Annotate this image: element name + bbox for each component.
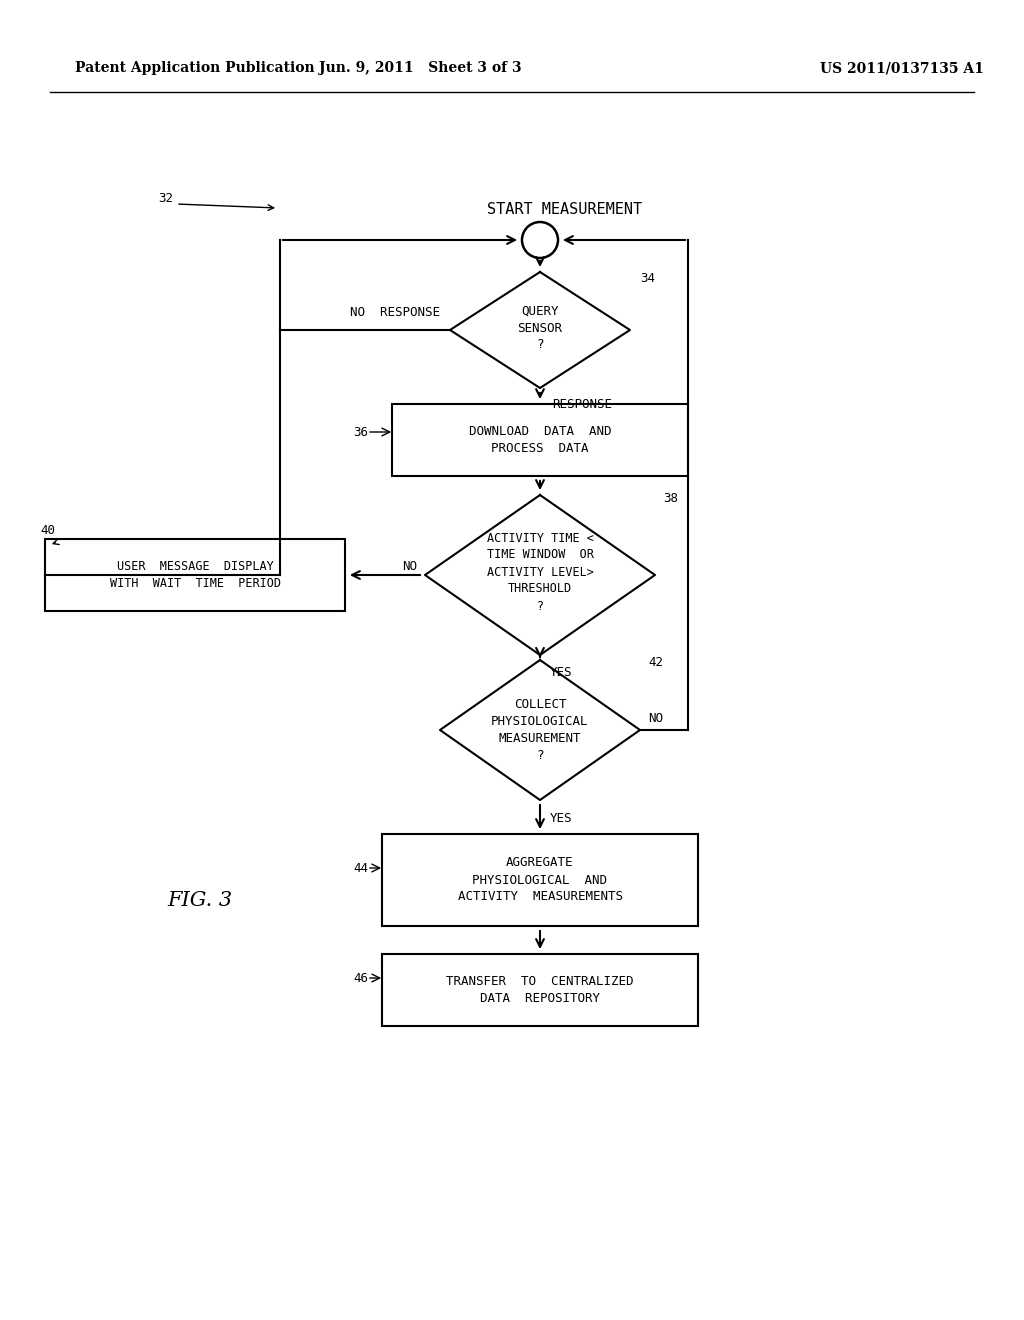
Bar (382, 954, 698, 1026)
Text: YES: YES (550, 812, 572, 825)
Text: DOWNLOAD  DATA  AND
PROCESS  DATA: DOWNLOAD DATA AND PROCESS DATA (469, 425, 611, 455)
Text: US 2011/0137135 A1: US 2011/0137135 A1 (820, 61, 984, 75)
Text: 42: 42 (648, 656, 663, 668)
Text: FIG. 3: FIG. 3 (168, 891, 232, 909)
Text: USER  MESSAGE  DISPLAY
WITH  WAIT  TIME  PERIOD: USER MESSAGE DISPLAY WITH WAIT TIME PERI… (110, 560, 281, 590)
Text: COLLECT
PHYSIOLOGICAL
MEASUREMENT
?: COLLECT PHYSIOLOGICAL MEASUREMENT ? (492, 698, 589, 762)
Text: 32: 32 (158, 191, 173, 205)
Text: NO: NO (402, 561, 417, 573)
Text: 40: 40 (40, 524, 55, 536)
Text: TRANSFER  TO  CENTRALIZED
DATA  REPOSITORY: TRANSFER TO CENTRALIZED DATA REPOSITORY (446, 975, 634, 1005)
Text: QUERY
SENSOR
?: QUERY SENSOR ? (517, 305, 562, 351)
Text: YES: YES (550, 667, 572, 680)
Bar (45, 539, 345, 611)
Bar (382, 834, 698, 927)
Text: RESPONSE: RESPONSE (552, 397, 612, 411)
Text: AGGREGATE
PHYSIOLOGICAL  AND
ACTIVITY  MEASUREMENTS: AGGREGATE PHYSIOLOGICAL AND ACTIVITY MEA… (458, 857, 623, 903)
Text: NO: NO (648, 711, 663, 725)
Text: 46: 46 (353, 972, 368, 985)
Text: 36: 36 (353, 425, 368, 438)
Text: 34: 34 (640, 272, 655, 285)
Text: Jun. 9, 2011   Sheet 3 of 3: Jun. 9, 2011 Sheet 3 of 3 (318, 61, 521, 75)
Text: 38: 38 (663, 491, 678, 504)
Bar (392, 404, 688, 477)
Text: START MEASUREMENT: START MEASUREMENT (487, 202, 643, 218)
Text: Patent Application Publication: Patent Application Publication (75, 61, 314, 75)
Text: NO  RESPONSE: NO RESPONSE (350, 305, 440, 318)
Text: ACTIVITY TIME <
TIME WINDOW  OR
ACTIVITY LEVEL>
THRESHOLD
?: ACTIVITY TIME < TIME WINDOW OR ACTIVITY … (486, 532, 594, 612)
Text: 44: 44 (353, 862, 368, 874)
